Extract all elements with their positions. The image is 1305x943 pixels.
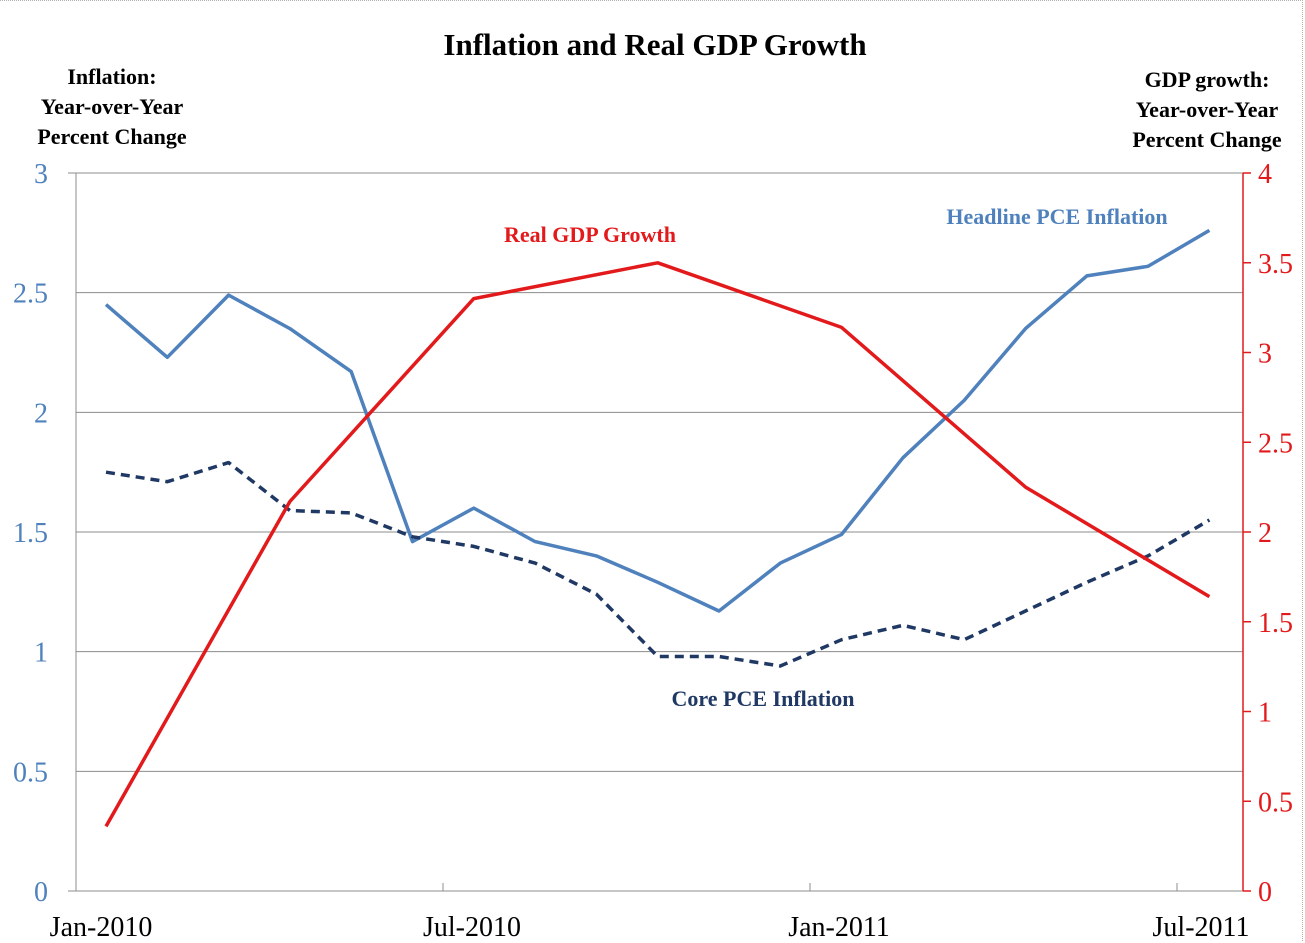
x-tick-label: Jan-2011 <box>788 912 890 943</box>
right-axis-label-line3: Percent Change <box>1132 127 1282 152</box>
right-tick-label: 1.5 <box>1258 608 1293 639</box>
core-pce-line <box>105 460 1211 668</box>
series-label-headline: Headline PCE Inflation <box>946 204 1167 229</box>
series-label-gdp: Real GDP Growth <box>504 222 676 247</box>
left-axis-label-line2: Year-over-Year <box>41 94 184 119</box>
right-axis-ticks: 0 0.5 1 1.5 2 2.5 3 3.5 4 <box>1243 159 1293 908</box>
right-tick-label: 3.5 <box>1258 249 1293 280</box>
left-axis-ticks: 0 0.5 1 1.5 2 2.5 3 <box>13 159 48 908</box>
headline-pce-line <box>104 228 1211 613</box>
right-tick-label: 2 <box>1258 518 1272 549</box>
right-tick-label: 3 <box>1258 339 1272 370</box>
gridlines <box>76 172 1243 772</box>
left-axis-label-line1: Inflation: <box>67 64 156 89</box>
series-lines <box>104 228 1211 828</box>
real-gdp-line <box>104 261 1211 828</box>
left-tick-label: 2.5 <box>13 279 48 310</box>
right-tick-label: 4 <box>1258 159 1272 190</box>
left-tick-label: 2 <box>34 398 48 429</box>
chart-title: Inflation and Real GDP Growth <box>443 27 866 62</box>
right-tick-label: 0.5 <box>1258 787 1293 818</box>
series-label-core: Core PCE Inflation <box>672 686 855 711</box>
x-tick-label: Jul-2011 <box>1153 912 1250 943</box>
right-tick-label: 1 <box>1258 698 1272 729</box>
x-axis-ticks: Jan-2010 Jul-2010 Jan-2011 Jul-2011 <box>50 883 1250 943</box>
left-tick-label: 1.5 <box>13 518 48 549</box>
x-tick-label: Jul-2010 <box>423 912 521 943</box>
right-axis-label-line2: Year-over-Year <box>1136 97 1279 122</box>
left-axis-label-line3: Percent Change <box>37 124 187 149</box>
x-tick-label: Jan-2010 <box>50 912 153 943</box>
left-tick-label: 1 <box>34 638 48 669</box>
left-tick-label: 0 <box>34 877 48 908</box>
right-tick-label: 0 <box>1258 877 1272 908</box>
right-tick-label: 2.5 <box>1258 428 1293 459</box>
right-axis-label-line1: GDP growth: <box>1145 67 1270 92</box>
left-tick-label: 3 <box>34 159 48 190</box>
left-tick-label: 0.5 <box>13 757 48 788</box>
